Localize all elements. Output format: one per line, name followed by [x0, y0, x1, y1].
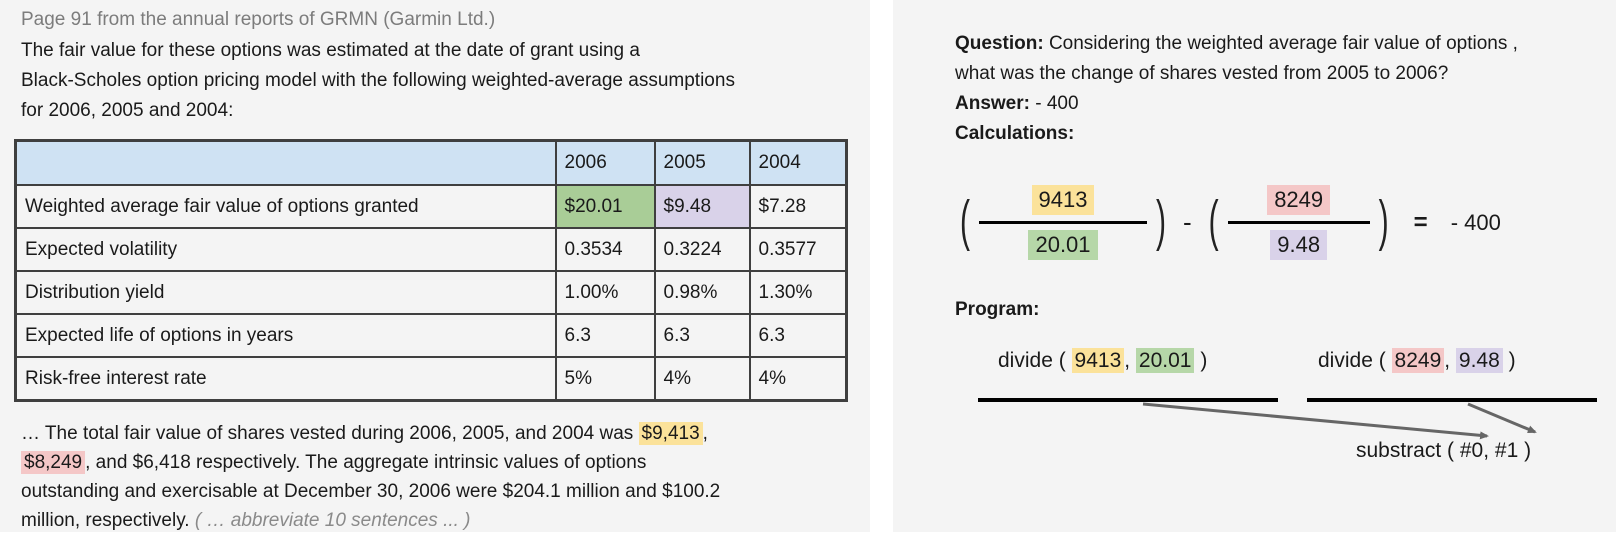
text-segment: , — [1444, 349, 1456, 372]
calculations-label: Calculations: — [955, 123, 1075, 144]
fraction-term-0: 9413 20.01 — [979, 185, 1147, 260]
answer-value: - 400 — [1035, 93, 1079, 114]
table-header-cell: 2006 — [554, 139, 656, 186]
table-cell: 6.3 — [554, 313, 656, 358]
highlighted-value: 9.48 — [1455, 348, 1503, 373]
text-segment: , — [702, 423, 708, 444]
text-segment: divide ( — [1318, 349, 1392, 372]
arrow-step0-to-subtract — [1142, 402, 1489, 440]
question-line-1: Question: Considering the weighted avera… — [955, 29, 1565, 59]
text-segment: divide ( — [998, 349, 1072, 372]
equals-sign: = — [1413, 208, 1429, 236]
table-row: Expected life of options in years 6.3 6.3 6… — [14, 313, 848, 358]
table-row-label: Expected volatility — [14, 227, 557, 272]
fraction-term-1: 8249 9.48 — [1227, 185, 1370, 260]
question-label: Question: — [955, 33, 1044, 54]
text-segment: , and $6,418 respectively. The aggregate… — [85, 452, 647, 473]
intro-line: Black-Scholes option pricing model with … — [21, 70, 735, 91]
excerpt-line: … The total fair value of shares vested … — [21, 419, 851, 448]
program-label: Program: — [955, 299, 1040, 320]
paren-open-icon: ( — [960, 191, 970, 253]
paren-close-icon: ) — [1156, 191, 1166, 253]
table-cell: $20.01 — [554, 184, 656, 229]
table-cell: 4% — [653, 356, 751, 402]
assumptions-table: 2006 2005 2004 Weighted average fair value… — [14, 139, 848, 402]
source-excerpt: … The total fair value of shares vested … — [21, 419, 851, 535]
equation-result: - 400 — [1450, 209, 1501, 235]
table-row-label: Weighted average fair value of options g… — [14, 184, 557, 229]
question-text-1: Considering the weighted average fair va… — [1048, 33, 1518, 54]
answer-line: Answer: - 400 — [955, 89, 1565, 119]
paren-close-icon: ) — [1378, 191, 1389, 253]
intro-line: for 2006, 2005 and 2004: — [21, 100, 234, 121]
table-row: Distribution yield 1.00% 0.98% 1.30% — [14, 270, 848, 315]
intro-line: The fair value for these options was est… — [21, 40, 640, 61]
text-segment: ) — [1502, 349, 1516, 372]
excerpt-line: million, respectively. ( … abbreviate 10… — [21, 506, 851, 535]
text-segment: outstanding and exercisable at December … — [21, 481, 721, 502]
table-cell: 1.30% — [748, 270, 848, 315]
table-cell: $9.48 — [653, 184, 751, 229]
fraction-1-numerator: 8249 — [1267, 185, 1331, 215]
arrow-step1-to-subtract — [1467, 402, 1537, 434]
calculations-line: Calculations: — [955, 119, 1565, 149]
table-header-row: 2006 2005 2004 — [14, 139, 848, 186]
highlighted-value: 8249 — [1391, 348, 1445, 373]
fraction-bar — [979, 221, 1147, 224]
qa-panel: Question: Considering the weighted avera… — [893, 0, 1616, 532]
question-text-2: what was the change of shares vested fro… — [955, 63, 1449, 84]
highlighted-value: 9413 — [1071, 348, 1125, 373]
excerpt-line: outstanding and exercisable at December … — [21, 477, 851, 506]
source-title: Page 91 from the annual reports of GRMN … — [21, 9, 496, 30]
table-header-cell: 2005 — [653, 139, 751, 186]
excerpt-line: $8,249, and $6,418 respectively. The agg… — [21, 448, 851, 477]
fraction-0-denominator: 20.01 — [1028, 230, 1098, 260]
table-row: Weighted average fair value of options g… — [14, 184, 848, 229]
minus-operator: - — [1183, 207, 1192, 237]
question-line-2: what was the change of shares vested fro… — [955, 59, 1565, 89]
program-final-step: substract ( #0, #1 ) — [1356, 439, 1532, 462]
calculation-equation: ( 9413 20.01 ) - ( 8249 9.48 ) = - 400 — [957, 185, 1501, 260]
program-step-0: divide ( 9413, 20.01 ) — [998, 348, 1208, 373]
highlighted-value: 20.01 — [1135, 348, 1195, 373]
table-row-label: Distribution yield — [14, 270, 557, 315]
table-header-cell — [14, 139, 557, 186]
fraction-1-denominator: 9.48 — [1270, 230, 1328, 260]
paren-open-icon: ( — [1208, 191, 1219, 253]
table-cell: 1.00% — [554, 270, 656, 315]
highlighted-value: $9,413 — [638, 422, 703, 445]
text-segment: million, respectively. — [21, 510, 195, 531]
table-row-label: Risk-free interest rate — [14, 356, 557, 402]
source-panel: Page 91 from the annual reports of GRMN … — [0, 0, 870, 532]
table-cell: 5% — [554, 356, 656, 402]
highlighted-value: $8,249 — [21, 451, 86, 474]
text-segment: , — [1124, 349, 1136, 372]
table-cell: 4% — [748, 356, 848, 402]
table-row: Risk-free interest rate 5% 4% 4% — [14, 356, 848, 402]
fraction-bar — [1227, 221, 1370, 224]
text-segment: … The total fair value of shares vested … — [21, 423, 639, 444]
table-cell: 0.3577 — [748, 227, 848, 272]
text-segment: ( … abbreviate 10 sentences ... ) — [194, 510, 471, 531]
table-cell: 0.98% — [653, 270, 751, 315]
table-cell: 6.3 — [653, 313, 751, 358]
fraction-0-numerator: 9413 — [1031, 185, 1095, 215]
source-intro: The fair value for these options was est… — [21, 36, 870, 126]
table-header-cell: 2004 — [748, 139, 848, 186]
program-step-1: divide ( 8249, 9.48 ) — [1318, 348, 1516, 373]
table-cell: $7.28 — [748, 184, 848, 229]
text-segment: ) — [1194, 349, 1208, 372]
table-cell: 0.3534 — [554, 227, 656, 272]
table-cell: 0.3224 — [653, 227, 751, 272]
table-cell: 6.3 — [748, 313, 848, 358]
question-block: Question: Considering the weighted avera… — [955, 29, 1565, 149]
table-row-label: Expected life of options in years — [14, 313, 557, 358]
table-row: Expected volatility 0.3534 0.3224 0.3577 — [14, 227, 848, 272]
answer-label: Answer: — [955, 93, 1030, 114]
